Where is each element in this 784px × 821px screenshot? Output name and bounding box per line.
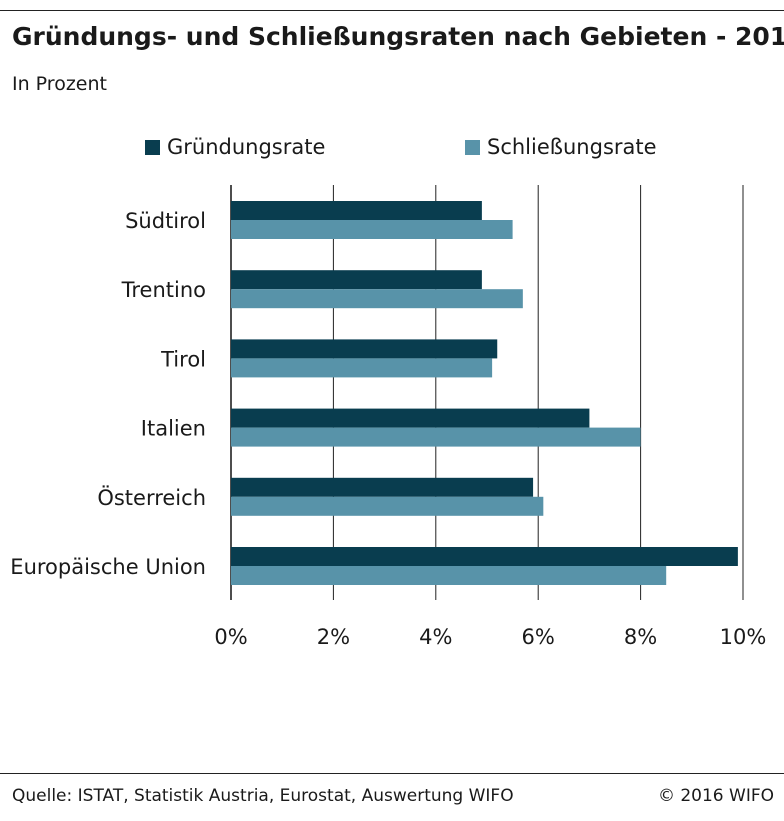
x-tick-label: 2% <box>317 625 350 649</box>
bar-schliessungsrate-italien <box>231 427 641 447</box>
bar-grundungsrate-trentino <box>231 270 482 290</box>
category-label-italien: Italien <box>141 417 206 441</box>
x-tick-label: 6% <box>522 625 555 649</box>
bar-grundungsrate-europaische-union <box>231 547 738 566</box>
legend-swatch-schliessungsrate <box>465 139 480 155</box>
x-tick-label: 8% <box>624 625 657 649</box>
category-label-tirol: Tirol <box>160 347 206 371</box>
bar-grundungsrate-tirol <box>231 339 498 359</box>
bar-grundungsrate-osterreich <box>231 477 534 497</box>
category-label-osterreich: Österreich <box>97 485 206 510</box>
legend: Gründungsrate Schließungsrate <box>0 132 784 162</box>
legend-item-gruendungsrate: Gründungsrate <box>145 132 325 162</box>
copyright-note: © 2016 WIFO <box>657 786 774 806</box>
legend-item-schliessungsrate: Schließungsrate <box>465 132 657 162</box>
legend-swatch-gruendungsrate <box>145 139 160 155</box>
bar-schliessungsrate-sudtirol <box>231 220 513 239</box>
bar-grundungsrate-italien <box>231 408 590 428</box>
chart-title: Gründungs- und Schließungsraten nach Geb… <box>12 22 784 51</box>
bar-schliessungsrate-osterreich <box>231 496 544 516</box>
chart-subtitle: In Prozent <box>12 73 107 95</box>
bar-chart: 0% 2% 4% 6% 8% 10% Südtirol Trentino Tirol Italie… <box>10 185 767 649</box>
bottom-rule <box>0 773 784 774</box>
bar-schliessungsrate-tirol <box>231 358 493 378</box>
category-label-trentino: Trentino <box>121 278 206 302</box>
x-tick-label: 0% <box>214 625 247 649</box>
source-note: Quelle: ISTAT, Statistik Austria, Eurost… <box>12 786 514 806</box>
legend-label-gruendungsrate: Gründungsrate <box>167 135 326 159</box>
x-tick-label: 10% <box>720 625 767 649</box>
bar-grundungsrate-sudtirol <box>231 201 482 220</box>
x-tick-label: 4% <box>419 625 452 649</box>
bar-schliessungsrate-europaische-union <box>231 566 667 585</box>
category-label-europaische-union: Europäische Union <box>10 555 206 579</box>
category-label-sudtirol: Südtirol <box>125 209 206 233</box>
top-rule <box>0 10 784 11</box>
legend-label-schliessungsrate: Schließungsrate <box>487 135 657 159</box>
bar-schliessungsrate-trentino <box>231 289 523 309</box>
